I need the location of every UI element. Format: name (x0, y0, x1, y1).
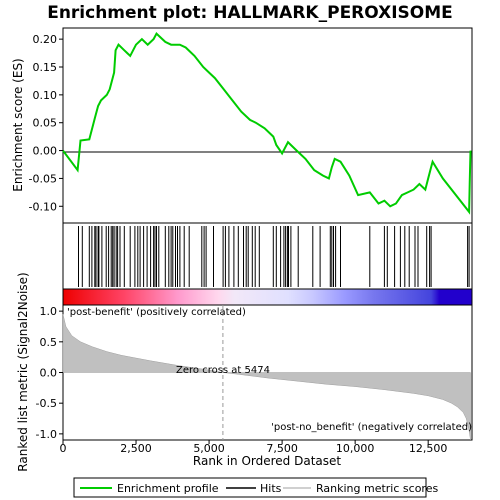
rank-colour-gradient (62, 288, 473, 306)
annotation-positive: 'post-benefit' (positively correlated) (67, 307, 246, 318)
x-tick-label: 10,000 (336, 442, 375, 455)
x-tick-label: 12,500 (409, 442, 448, 455)
x-tick-label: 2,500 (120, 442, 152, 455)
rank-colour-bar (62, 288, 473, 306)
x-tick-label: 7,500 (266, 442, 298, 455)
es-panel: -0.10 -0.05 0.00 0.05 0.10 0.15 0.20 Enrichmen… (11, 27, 473, 224)
metric-y-tick-label: 1.0 (40, 305, 58, 318)
es-y-tick-label: 0.15 (33, 61, 58, 74)
metric-y-tick-label: 0.0 (40, 367, 58, 380)
x-tick-label: 0 (60, 442, 67, 455)
legend-hits-label: Hits (260, 482, 282, 495)
x-tick-label: 5,000 (193, 442, 225, 455)
es-y-tick-label: 0.20 (33, 33, 58, 46)
metric-y-tick-label: 0.5 (40, 336, 58, 349)
metric-x-ticks: 0 2,500 5,000 7,500 10,000 12,500 (60, 440, 448, 455)
metric-y-tick-label: -0.5 (36, 397, 57, 410)
es-y-axis-label: Enrichment score (ES) (11, 58, 25, 191)
es-y-tick-label: 0.05 (33, 117, 58, 130)
es-y-tick-label: -0.05 (29, 172, 57, 185)
chart-title: Enrichment plot: HALLMARK_PEROXISOME (47, 3, 453, 23)
metric-y-axis-label: Ranked list metric (Signal2Noise) (16, 272, 30, 471)
es-y-tick-label: 0.00 (33, 145, 58, 158)
es-y-ticks: -0.10 -0.05 0.00 0.05 0.10 0.15 0.20 (29, 33, 63, 213)
enrichment-profile-line (62, 31, 472, 215)
metric-y-ticks: -1.0 -0.5 0.0 0.5 1.0 (36, 305, 63, 441)
legend-metric-label: Ranking metric scores (316, 482, 438, 495)
metric-y-tick-label: -1.0 (36, 428, 57, 441)
es-y-tick-label: 0.10 (33, 89, 58, 102)
annotation-negative: 'post-no_benefit' (negatively correlated… (271, 422, 472, 433)
legend: Enrichment profile Hits Ranking metric s… (73, 477, 438, 498)
legend-enrichment-label: Enrichment profile (117, 482, 219, 495)
es-panel-frame (62, 27, 473, 224)
ranking-metric-area (62, 314, 471, 441)
x-axis-label: Rank in Ordered Dataset (193, 454, 341, 468)
es-y-tick-label: -0.10 (29, 200, 57, 213)
hit-markers (78, 226, 470, 287)
metric-panel: -1.0 -0.5 0.0 0.5 1.0 0 2,500 5,000 7,500 10,000… (16, 272, 473, 472)
annotation-zero-cross: Zero cross at 5474 (176, 365, 270, 376)
hits-panel (62, 222, 473, 290)
